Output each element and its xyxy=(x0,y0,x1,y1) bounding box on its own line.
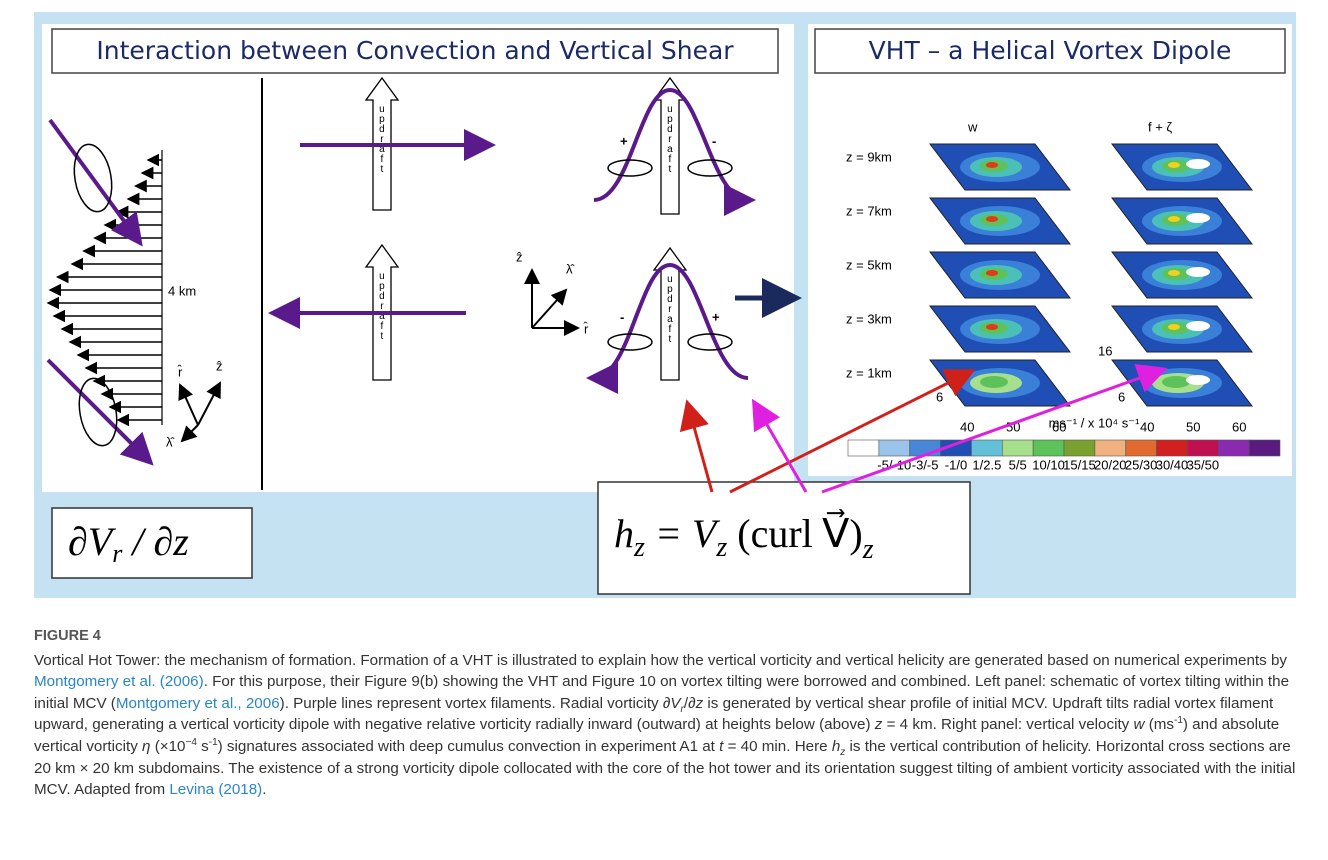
sign: - xyxy=(620,309,624,324)
updraft-label: updraft xyxy=(664,104,675,174)
contour xyxy=(1168,324,1180,330)
caption-part: w xyxy=(1134,716,1145,733)
colorbar-cell xyxy=(1218,440,1249,456)
eq-part: h xyxy=(614,511,634,556)
contour xyxy=(1186,213,1210,223)
axis-tick: 6 xyxy=(1118,389,1125,404)
updraft-label: updraft xyxy=(664,274,675,344)
level-label: z = 5km xyxy=(846,257,892,272)
caption-part: = 40 min. Here xyxy=(723,738,831,755)
level-label: z = 9km xyxy=(846,149,892,164)
contour xyxy=(986,162,998,168)
colorbar-label: 35/50 xyxy=(1187,457,1220,472)
colorbar-cell xyxy=(1187,440,1218,456)
contour xyxy=(980,376,1008,388)
column-title: w xyxy=(967,119,978,134)
sign: - xyxy=(712,133,716,148)
axis-tick: 6 xyxy=(936,389,943,404)
axis-label: ẑ xyxy=(216,358,223,373)
axis-tick: 40 xyxy=(1140,419,1154,434)
page: {"figure": { "left_panel": {"title": "In… xyxy=(0,0,1328,860)
caption-part: ). Purple lines represent vortex filamen… xyxy=(280,695,671,712)
colorbar-label: 20/20 xyxy=(1094,457,1127,472)
colorbar-cell xyxy=(1157,440,1188,456)
citation-link[interactable]: Levina (2018) xyxy=(169,781,262,798)
caption: FIGURE 4 Vortical Hot Tower: the mechani… xyxy=(34,626,1296,801)
colorbar-cell xyxy=(971,440,1002,456)
panel-title: VHT – a Helical Vortex Dipole xyxy=(869,36,1232,65)
colorbar-cell xyxy=(1095,440,1126,456)
caption-part: Vortical Hot Tower: the mechanism of for… xyxy=(34,652,1287,669)
caption-part: (ms xyxy=(1144,716,1174,733)
figure: Interaction between Convection and Verti… xyxy=(0,0,1328,610)
axis-label: ẑ xyxy=(516,249,523,264)
caption-part: -1 xyxy=(209,737,218,748)
contour xyxy=(1186,321,1210,331)
panel-title: Interaction between Convection and Verti… xyxy=(96,36,734,65)
caption-part: ) signatures associated with deep cumulu… xyxy=(218,738,719,755)
colorbar-label: 1/2.5 xyxy=(972,457,1001,472)
contour xyxy=(1186,267,1210,277)
citation-link[interactable]: Montgomery et al. (2006) xyxy=(34,673,204,690)
contour xyxy=(986,270,998,276)
axis-tick: 40 xyxy=(960,419,974,434)
axis-tick: 16 xyxy=(1098,343,1112,358)
axis-tick: 60 xyxy=(1232,419,1246,434)
right-panel xyxy=(808,24,1292,476)
sign: + xyxy=(712,309,720,324)
caption-part: -1 xyxy=(1174,715,1183,726)
colorbar-label: 15/15 xyxy=(1063,457,1096,472)
caption-part: s xyxy=(197,738,209,755)
height-label: 4 km xyxy=(168,283,196,298)
eq-sub: z xyxy=(862,534,874,565)
colorbar-cell xyxy=(1064,440,1095,456)
contour xyxy=(1168,216,1180,222)
eq-part: (curl V⃗) xyxy=(727,509,862,556)
colorbar-cell xyxy=(1249,440,1280,456)
colorbar-label: 10/10 xyxy=(1032,457,1065,472)
colorbar-cell xyxy=(1126,440,1157,456)
axis-label: r̂ xyxy=(583,321,589,336)
caption-part: . xyxy=(262,781,266,798)
eq-sub: z xyxy=(715,532,727,563)
caption-part: V xyxy=(670,695,680,712)
contour xyxy=(1168,270,1180,276)
colorbar-label: -1/0 xyxy=(945,457,967,472)
contour xyxy=(1162,376,1190,388)
contour xyxy=(1186,159,1210,169)
eq-part: ∂V xyxy=(68,519,117,564)
updraft-label: updraft xyxy=(376,104,387,174)
caption-part: /∂ xyxy=(684,695,696,712)
level-label: z = 1km xyxy=(846,365,892,380)
column-title: f + ζ xyxy=(1148,119,1172,134)
eq-part: / ∂z xyxy=(122,519,189,564)
caption-part: −4 xyxy=(186,737,197,748)
updraft-label: updraft xyxy=(376,271,387,341)
sign: + xyxy=(620,133,628,148)
units: ms⁻¹ / x 10⁴ s⁻¹ xyxy=(1049,415,1140,430)
caption-text: Vortical Hot Tower: the mechanism of for… xyxy=(34,650,1296,801)
eq-part: = V xyxy=(645,511,721,556)
level-label: z = 7km xyxy=(846,203,892,218)
axis-label: r̂ xyxy=(177,364,183,379)
level-label: z = 3km xyxy=(846,311,892,326)
figure-label: FIGURE 4 xyxy=(34,626,1296,648)
contour xyxy=(986,216,998,222)
colorbar-cell xyxy=(848,440,879,456)
caption-part: (×10 xyxy=(150,738,185,755)
equation: ∂Vr / ∂z xyxy=(68,519,189,568)
caption-part: = 4 km. Right panel: vertical velocity xyxy=(882,716,1133,733)
axis-tick: 50 xyxy=(1186,419,1200,434)
contour xyxy=(1186,375,1210,385)
colorbar-cell xyxy=(1033,440,1064,456)
contour xyxy=(986,324,998,330)
colorbar-cell xyxy=(879,440,910,456)
contour xyxy=(1168,162,1180,168)
colorbar-label: 25/30 xyxy=(1125,457,1158,472)
colorbar-cell xyxy=(1002,440,1033,456)
eq-sub: z xyxy=(633,532,645,563)
colorbar-label: 30/40 xyxy=(1156,457,1189,472)
colorbar-label: 5/5 xyxy=(1009,457,1027,472)
citation-link[interactable]: Montgomery et al., 2006 xyxy=(116,695,280,712)
